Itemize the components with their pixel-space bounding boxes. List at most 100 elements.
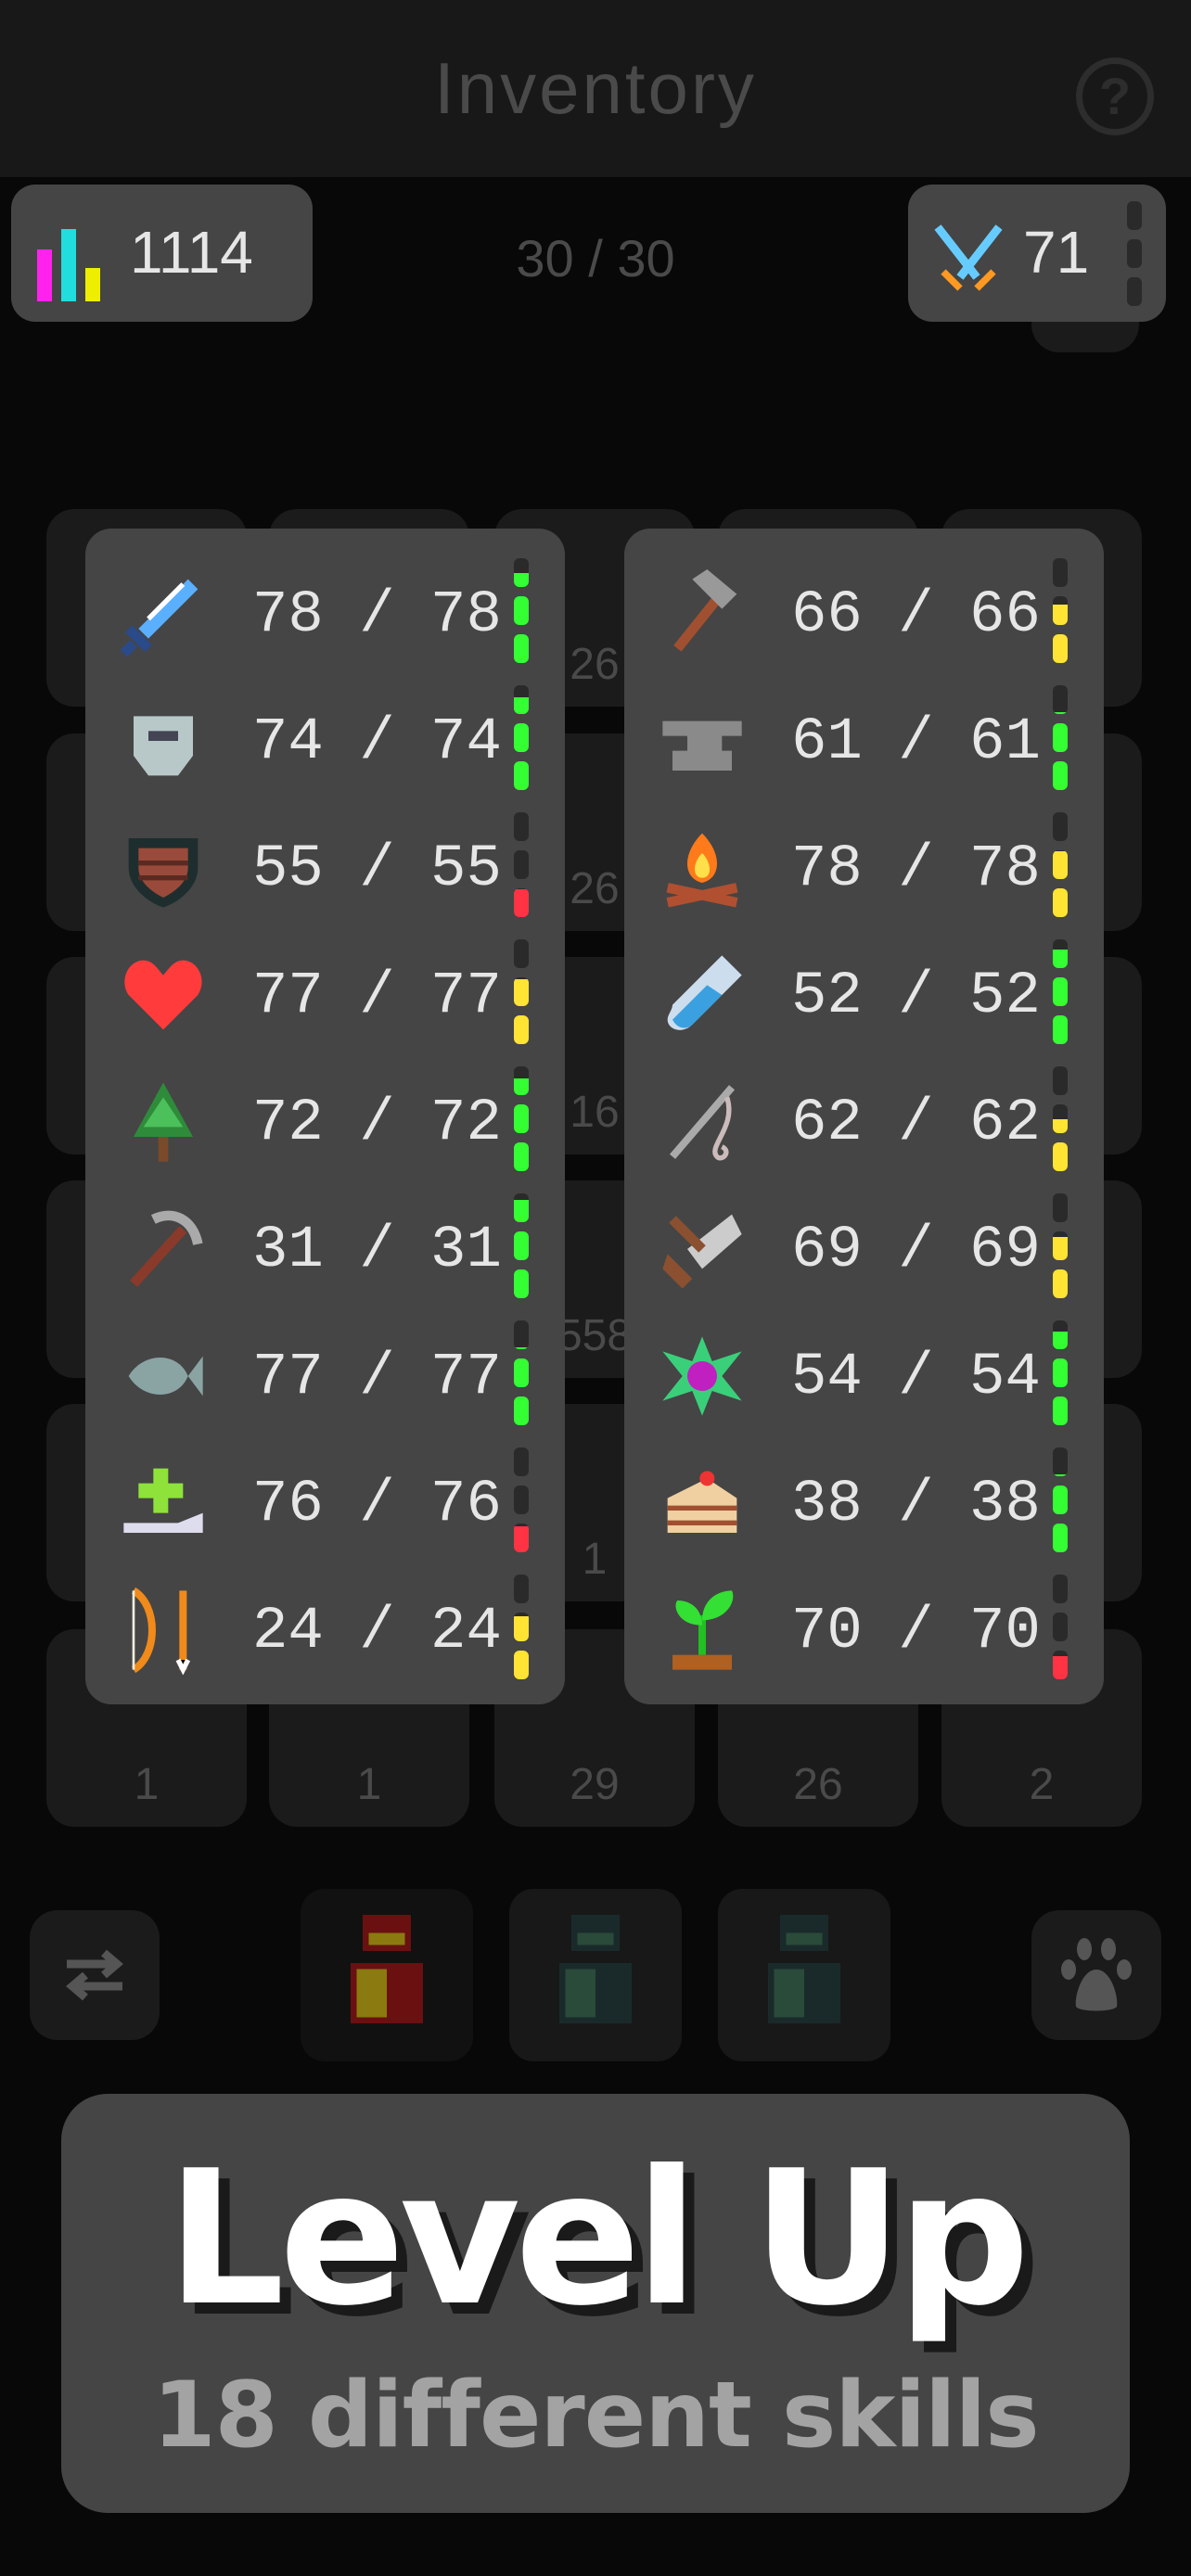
skill-row[interactable]: 55 / 55: [85, 801, 565, 928]
item-count: 26: [570, 864, 620, 913]
progress-fill: [514, 1078, 529, 1095]
total-level-badge[interactable]: 1114: [11, 185, 313, 322]
fish-icon: [128, 1356, 203, 1396]
progress-fill: [1053, 1396, 1068, 1425]
progress-fill: [514, 1358, 529, 1387]
progress-segment: [514, 850, 529, 879]
progress-fill: [1053, 1015, 1068, 1044]
skill-row[interactable]: 62 / 62: [624, 1055, 1104, 1182]
skill-row[interactable]: 24 / 24: [85, 1563, 565, 1690]
crossed-swords-icon: [934, 224, 1003, 291]
progress-segment: [1053, 1269, 1068, 1298]
backpack-slot[interactable]: [509, 1889, 682, 2061]
item-count: 29: [570, 1760, 620, 1809]
progress-segment: [1053, 1613, 1068, 1641]
progress-fill: [514, 1142, 529, 1171]
progress-segment: [1053, 1104, 1068, 1133]
combat-level-badge[interactable]: 71: [908, 185, 1166, 322]
skill-progress-bar: [514, 1193, 529, 1307]
page-title: Inventory: [434, 47, 757, 129]
sword-icon: [120, 579, 198, 657]
progress-segment: [1053, 558, 1068, 587]
heart-icon: [124, 960, 202, 1030]
progress-fill: [1053, 605, 1068, 625]
progress-fill: [1053, 1142, 1068, 1171]
skill-row[interactable]: 69 / 69: [624, 1182, 1104, 1309]
progress-fill: [514, 1526, 529, 1552]
bow-arrow-icon: [131, 1587, 191, 1675]
progress-segment: [514, 761, 529, 790]
skill-row[interactable]: 52 / 52: [624, 928, 1104, 1055]
skill-row[interactable]: 77 / 77: [85, 928, 565, 1055]
skill-progress-bar: [1053, 685, 1068, 799]
cake-icon: [667, 1471, 737, 1533]
skill-progress-bar: [1053, 1320, 1068, 1435]
skill-level: 69 / 69: [791, 1218, 1041, 1284]
magic-gem-icon: [662, 1336, 742, 1416]
progress-fill: [514, 889, 529, 917]
question-circle-icon[interactable]: ?: [1076, 57, 1154, 135]
skill-progress-bar: [1053, 1447, 1068, 1562]
item-count: 558: [557, 1311, 633, 1360]
progress-fill: [514, 1199, 529, 1222]
progress-fill: [1053, 977, 1068, 1006]
skill-row[interactable]: 66 / 66: [624, 547, 1104, 674]
progress-segment: [1053, 634, 1068, 663]
pickaxe-icon: [130, 1210, 203, 1287]
skill-level: 31 / 31: [252, 1218, 502, 1284]
skill-progress-bar: [1053, 1575, 1068, 1689]
progress-segment: [1053, 1524, 1068, 1552]
skill-row[interactable]: 77 / 77: [85, 1309, 565, 1436]
backpack-slot[interactable]: [301, 1889, 473, 2061]
skill-row[interactable]: 72 / 72: [85, 1055, 565, 1182]
healing-hand-icon: [123, 1468, 203, 1533]
item-count: 1: [582, 1535, 608, 1584]
banner-title: Level Up: [166, 2131, 1031, 2347]
skills-panel-left: 78 / 78 74 / 74 55 / 55 77 / 77 72 / 72 31 / …: [85, 529, 565, 1704]
skill-row[interactable]: 70 / 70: [624, 1563, 1104, 1690]
progress-segment: [1053, 1447, 1068, 1476]
item-count: 1: [134, 1760, 160, 1809]
backpack-slot[interactable]: [718, 1889, 890, 2061]
skill-row[interactable]: 61 / 61: [624, 674, 1104, 801]
inventory-capacity: 30 / 30: [516, 229, 675, 287]
progress-fill: [514, 1346, 529, 1349]
progress-segment: [514, 1613, 529, 1641]
skill-level: 24 / 24: [252, 1599, 502, 1665]
progress-segment: [1053, 1015, 1068, 1044]
skill-row[interactable]: 54 / 54: [624, 1309, 1104, 1436]
skill-row[interactable]: 78 / 78: [624, 801, 1104, 928]
tree-icon: [134, 1082, 193, 1162]
progress-segment: [514, 939, 529, 968]
skill-row[interactable]: 76 / 76: [85, 1436, 565, 1563]
item-count: 26: [570, 640, 620, 689]
header: Inventory ?: [0, 0, 1191, 177]
skill-level: 55 / 55: [252, 836, 502, 903]
skill-row[interactable]: 31 / 31: [85, 1182, 565, 1309]
progress-segment: [514, 977, 529, 1006]
progress-segment: [1053, 1486, 1068, 1514]
progress-fill: [1053, 1358, 1068, 1387]
skill-progress-bar: [514, 1575, 529, 1689]
progress-segment: [514, 634, 529, 663]
progress-fill: [1053, 1269, 1068, 1298]
progress-segment: [1053, 812, 1068, 841]
skill-level: 77 / 77: [252, 1345, 502, 1411]
progress-fill: [514, 1104, 529, 1133]
sprout-icon: [672, 1590, 734, 1670]
potion-vial-icon: [667, 955, 742, 1030]
pet-button[interactable]: [1031, 1910, 1161, 2040]
item-count: 2: [1029, 1760, 1055, 1809]
skill-progress-bar: [514, 558, 529, 672]
skill-row[interactable]: 74 / 74: [85, 674, 565, 801]
progress-segment: [1053, 977, 1068, 1006]
swap-button[interactable]: [30, 1910, 160, 2040]
progress-fill: [514, 1651, 529, 1679]
skill-progress-bar: [514, 812, 529, 926]
skill-level: 76 / 76: [252, 1472, 502, 1538]
progress-segment: [514, 1269, 529, 1298]
skill-row[interactable]: 38 / 38: [624, 1436, 1104, 1563]
progress-segment: [514, 888, 529, 917]
saw-icon: [662, 1214, 742, 1289]
skill-row[interactable]: 78 / 78: [85, 547, 565, 674]
